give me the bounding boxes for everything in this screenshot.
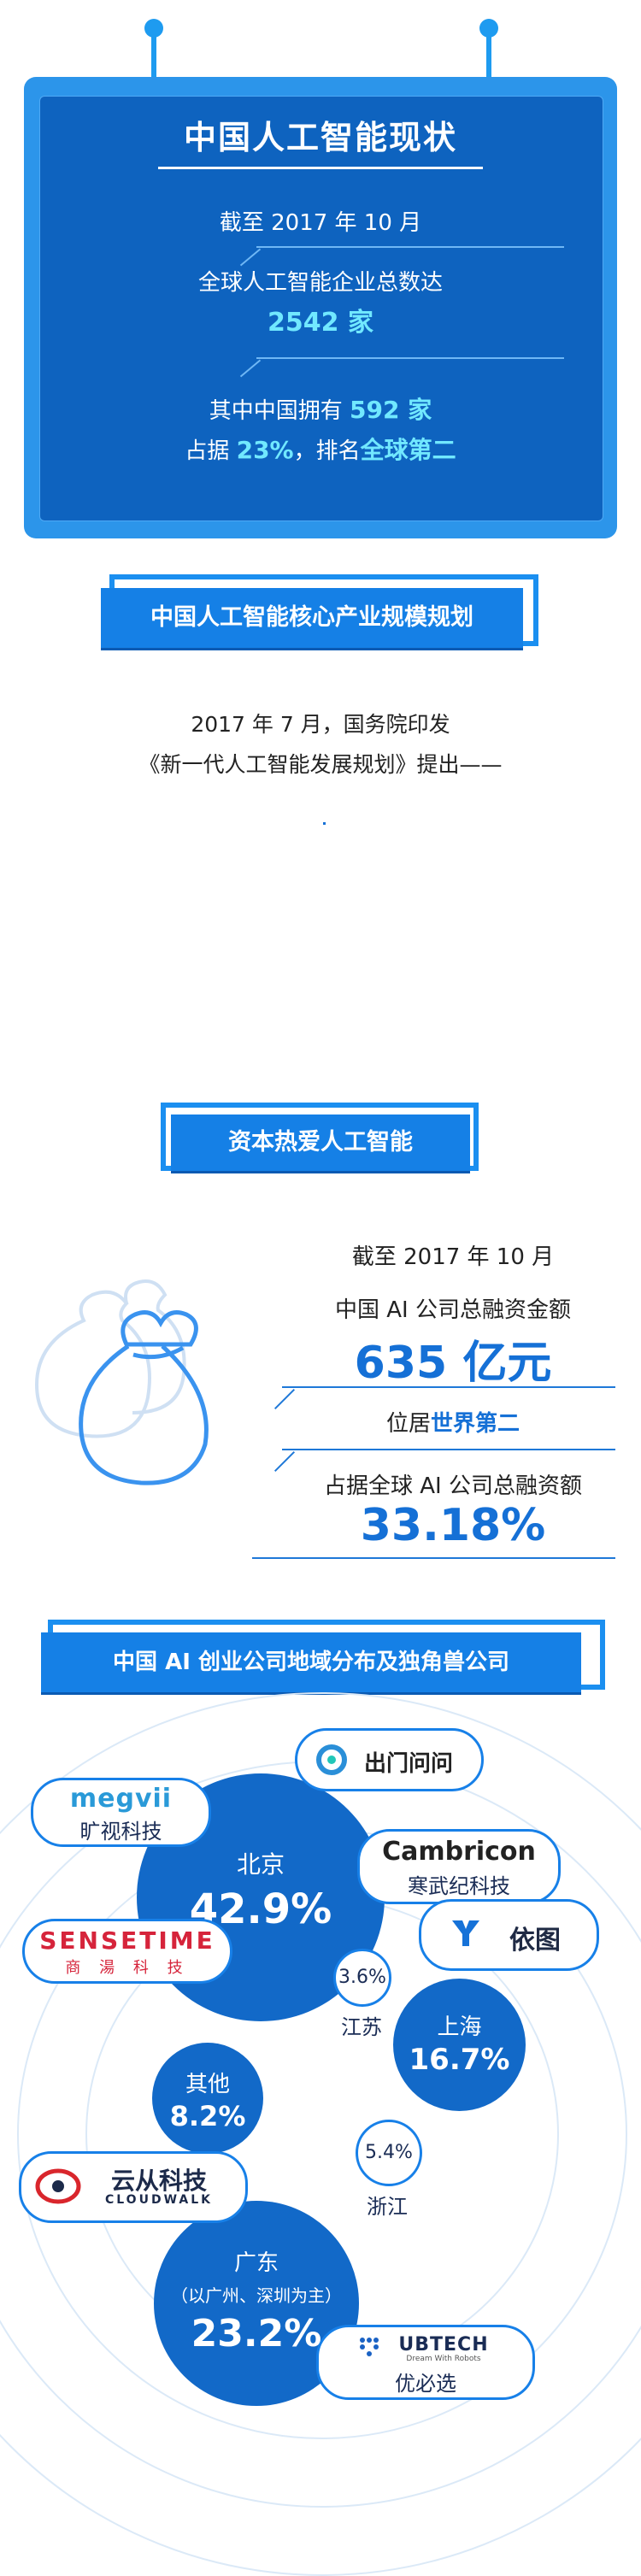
china-count-label: 其中中国拥有 (209, 398, 350, 424)
company-sensetime: SENSETIME 商 湯 科 技 (22, 1919, 232, 1984)
rank-label: ，排名 (293, 438, 361, 464)
ubtech-logo: UBTECH (398, 2334, 489, 2355)
ubtech-tagline: Dream With Robots (406, 2355, 481, 2363)
small-dot (323, 822, 326, 825)
share-label: 占据 (185, 438, 237, 464)
region-header: 中国 AI 创业公司地域分布及独角兽公司 (41, 1632, 581, 1692)
ubtech-logo-icon (360, 2338, 379, 2356)
capital-divider-3 (252, 1557, 615, 1559)
mobvoi-name: 出门问问 (363, 1751, 453, 1777)
rank-line: 位居世界第二 (316, 1406, 590, 1438)
jiangsu-pct: 3.6% (338, 1967, 386, 1988)
cloudwalk-sub: CLOUDWALK (104, 2193, 213, 2207)
guangdong-pct: 23.2% (191, 2312, 322, 2355)
pin-dot-left (144, 19, 163, 38)
region-guangdong: 广东 （以广州、深圳为主） 23.2% (154, 2201, 359, 2406)
capital-divider-2 (282, 1449, 615, 1450)
company-yitu: 依图 (419, 1899, 599, 1971)
global-count-value: 2542 家 (0, 301, 641, 338)
cambricon-logo: Cambricon (382, 1837, 536, 1867)
jiangsu-name: 江苏 (341, 2015, 382, 2039)
sensetime-logo: SENSETIME (39, 1926, 215, 1955)
cloudwalk-logo-icon (35, 2168, 81, 2204)
guangdong-note: （以广州、深圳为主） (171, 2285, 342, 2306)
china-count-line: 其中中国拥有 592 家 (0, 391, 641, 426)
global-count-number: 2542 家 (268, 308, 373, 338)
share-label: 占据全球 AI 公司总融资额 (324, 1473, 582, 1499)
rank-value: 世界第二 (431, 1411, 520, 1437)
china-count-number: 592 家 (350, 396, 432, 424)
region-jiangsu-circle: 3.6% (333, 1949, 391, 2007)
pin-dot-right (479, 19, 498, 38)
plan-header: 中国人工智能核心产业规模规划 (101, 588, 523, 648)
ubtech-name: 优必选 (395, 2372, 456, 2396)
mobvoi-logo-icon (316, 1744, 347, 1775)
divider-2 (256, 357, 564, 359)
global-count-label: 全球人工智能企业总数达 (197, 270, 443, 296)
rank-value: 全球第二 (360, 436, 456, 464)
sensetime-sub: 商 湯 科 技 (65, 1959, 190, 1977)
capital-header: 资本热爱人工智能 (171, 1115, 470, 1171)
company-cambricon: Cambricon 寒武纪科技 (357, 1829, 561, 1904)
company-cloudwalk: 云从科技 CLOUDWALK (19, 2151, 248, 2223)
status-date: 截至 2017 年 10 月 (219, 210, 422, 236)
region-other: 其他 8.2% (152, 2043, 263, 2154)
money-bag-icon (34, 1279, 209, 1485)
yitu-logo-icon (452, 1920, 479, 1946)
pin-line-right (486, 26, 491, 77)
china-share-line: 占据 23%，排名全球第二 (0, 432, 641, 466)
capital-divider-1 (282, 1386, 615, 1388)
megvii-name: 旷视科技 (79, 1820, 162, 1844)
other-name: 其他 (185, 2072, 230, 2097)
region-shanghai: 上海 16.7% (393, 1979, 526, 2111)
region-zhejiang-circle: 5.4% (356, 2120, 422, 2186)
status-title: 中国人工智能现状 (183, 119, 457, 156)
title-underline (158, 167, 483, 169)
plan-text-2: 《新一代人工智能发展规划》提出—— (138, 752, 503, 777)
other-pct: 8.2% (169, 2100, 246, 2132)
yitu-name: 依图 (509, 1926, 561, 1956)
company-mobvoi: 出门问问 (295, 1728, 484, 1791)
zhejiang-pct: 5.4% (365, 2142, 413, 2163)
zhejiang-name: 浙江 (367, 2195, 408, 2219)
shanghai-pct: 16.7% (409, 2043, 510, 2077)
company-ubtech: UBTECH Dream With Robots 优必选 (316, 2325, 535, 2400)
divider-1 (256, 246, 564, 248)
share-value: 33.18% (360, 1500, 546, 1551)
pin-line-left (151, 26, 156, 77)
plan-text-1: 2017 年 7 月，国务院印发 (191, 712, 450, 737)
share-value: 23% (236, 436, 294, 464)
beijing-name: 北京 (236, 1850, 285, 1879)
guangdong-name: 广东 (233, 2250, 279, 2276)
financing-amount: 635 亿元 (354, 1338, 552, 1389)
financing-label: 中国 AI 公司总融资金额 (335, 1297, 571, 1323)
shanghai-name: 上海 (437, 2014, 482, 2040)
megvii-logo: megvii (69, 1784, 173, 1814)
capital-date: 截至 2017 年 10 月 (351, 1244, 555, 1270)
cambricon-name: 寒武纪科技 (408, 1874, 510, 1898)
rank-prefix: 位居 (385, 1411, 431, 1437)
cloudwalk-name: 云从科技 (110, 2167, 207, 2195)
company-megvii: megvii 旷视科技 (31, 1778, 211, 1847)
